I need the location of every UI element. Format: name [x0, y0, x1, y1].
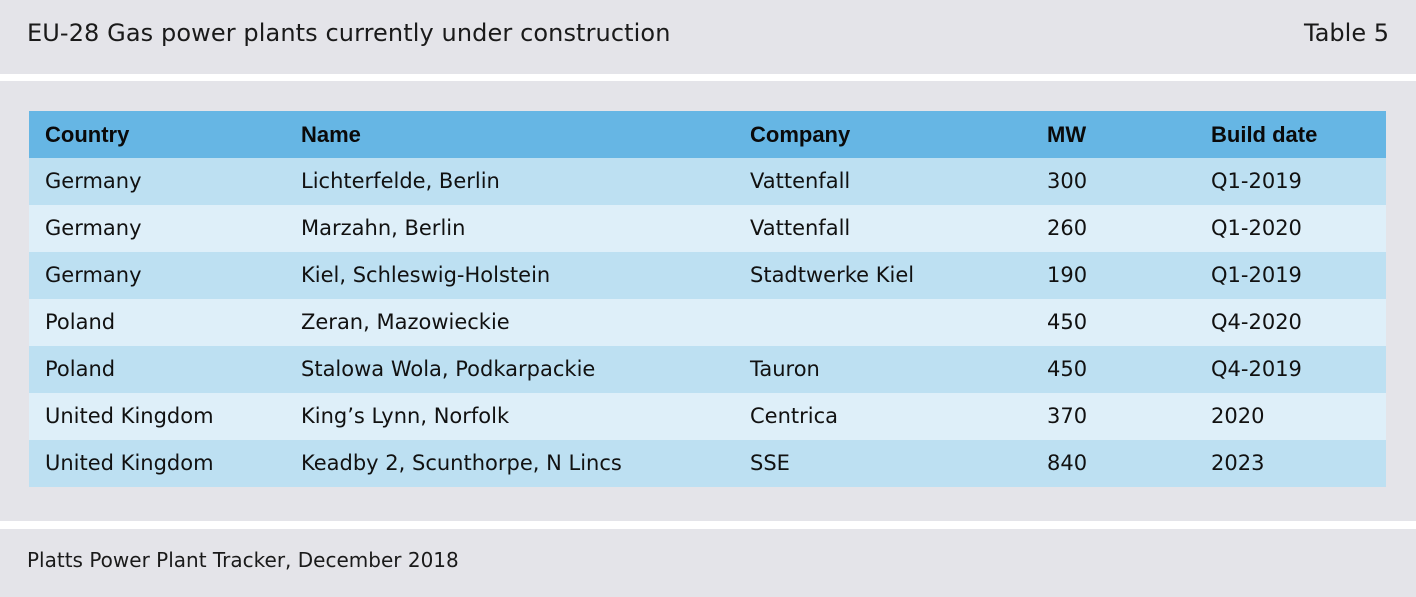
- source-note: Platts Power Plant Tracker, December 201…: [27, 548, 459, 572]
- cell-country: Poland: [45, 357, 116, 381]
- cell-country: Germany: [45, 263, 142, 287]
- cell-name: Kiel, Schleswig-Holstein: [301, 263, 551, 287]
- cell-build-date: Q1-2020: [1211, 216, 1302, 240]
- cell-build-date: 2020: [1211, 404, 1265, 428]
- table-row: United Kingdom Keadby 2, Scunthorpe, N Li…: [29, 440, 1386, 487]
- table-row: Germany Marzahn, Berlin Vattenfall 260 Q1-20…: [29, 205, 1386, 252]
- column-header-build-date: Build date: [1211, 122, 1318, 147]
- cell-name: Lichterfelde, Berlin: [301, 169, 500, 193]
- table-row: United Kingdom King’s Lynn, Norfolk Centri…: [29, 393, 1386, 440]
- cell-mw: 370: [1047, 404, 1088, 428]
- table-number-label: Table 5: [1304, 19, 1389, 47]
- cell-name: Marzahn, Berlin: [301, 216, 466, 240]
- table-body: Germany Lichterfelde, Berlin Vattenfall 300…: [29, 158, 1386, 487]
- cell-mw: 450: [1047, 357, 1088, 381]
- cell-country: United Kingdom: [45, 404, 214, 428]
- page-title: EU-28 Gas power plants currently under c…: [27, 19, 671, 47]
- table-row: Germany Kiel, Schleswig-Holstein Stadtwerk…: [29, 252, 1386, 299]
- data-table: Country Name Company MW Build date Germa…: [29, 111, 1386, 487]
- cell-company: Vattenfall: [750, 169, 851, 193]
- table-header-row: Country Name Company MW Build date: [29, 111, 1386, 158]
- cell-company: Stadtwerke Kiel: [750, 263, 915, 287]
- cell-build-date: Q4-2019: [1211, 357, 1302, 381]
- cell-name: King’s Lynn, Norfolk: [301, 404, 510, 428]
- cell-mw: 450: [1047, 310, 1088, 334]
- cell-mw: 260: [1047, 216, 1088, 240]
- cell-build-date: Q1-2019: [1211, 169, 1302, 193]
- cell-country: Germany: [45, 169, 142, 193]
- cell-build-date: Q4-2020: [1211, 310, 1302, 334]
- cell-company: Vattenfall: [750, 216, 851, 240]
- title-bar: EU-28 Gas power plants currently under c…: [0, 0, 1416, 74]
- cell-mw: 190: [1047, 263, 1088, 287]
- cell-build-date: Q1-2019: [1211, 263, 1302, 287]
- cell-company: Centrica: [750, 404, 839, 428]
- table-row: Poland Stalowa Wola, Podkarpackie Tauron 45…: [29, 346, 1386, 393]
- cell-build-date: 2023: [1211, 451, 1265, 475]
- cell-country: Germany: [45, 216, 142, 240]
- table-panel: Country Name Company MW Build date Germa…: [0, 81, 1416, 521]
- column-header-mw: MW: [1047, 122, 1087, 147]
- cell-company: Tauron: [750, 357, 820, 381]
- cell-name: Zeran, Mazowieckie: [301, 310, 510, 334]
- table-row: Germany Lichterfelde, Berlin Vattenfall 300…: [29, 158, 1386, 205]
- cell-country: United Kingdom: [45, 451, 214, 475]
- cell-company: SSE: [750, 451, 790, 475]
- column-header-name: Name: [301, 122, 361, 147]
- cell-name: Stalowa Wola, Podkarpackie: [301, 357, 596, 381]
- cell-mw: 840: [1047, 451, 1088, 475]
- column-header-country: Country: [45, 122, 130, 147]
- cell-name: Keadby 2, Scunthorpe, N Lincs: [301, 451, 622, 475]
- column-header-company: Company: [750, 122, 851, 147]
- footer-bar: Platts Power Plant Tracker, December 201…: [0, 529, 1416, 597]
- cell-mw: 300: [1047, 169, 1088, 193]
- table-row: Poland Zeran, Mazowieckie 450 Q4-2020: [29, 299, 1386, 346]
- cell-country: Poland: [45, 310, 116, 334]
